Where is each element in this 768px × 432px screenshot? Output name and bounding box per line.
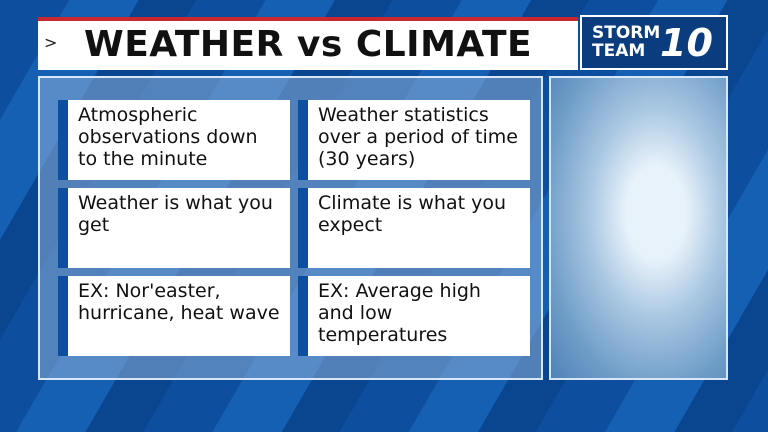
table-cell: Weather statistics over a period of time… <box>298 100 530 180</box>
table-cell: EX: Average high and low temperatures <box>298 276 530 356</box>
table-cell: EX: Nor'easter, hurricane, heat wave <box>58 276 290 356</box>
ice-image <box>549 76 728 380</box>
logo-text: STORM <box>592 23 661 43</box>
title: WEATHER vs CLIMATE <box>84 24 533 65</box>
logo: STORM TEAM 10 <box>580 15 728 70</box>
header-bar: > WEATHER vs CLIMATE <box>38 17 578 70</box>
logo-number: 10 <box>660 21 713 65</box>
table-cell: Climate is what you expect <box>298 188 530 268</box>
table-cell: Weather is what you get <box>58 188 290 268</box>
nav-arrow: > <box>44 33 58 52</box>
table-cell: Atmospheric observations down to the min… <box>58 100 290 180</box>
logo-text: TEAM <box>592 41 646 61</box>
